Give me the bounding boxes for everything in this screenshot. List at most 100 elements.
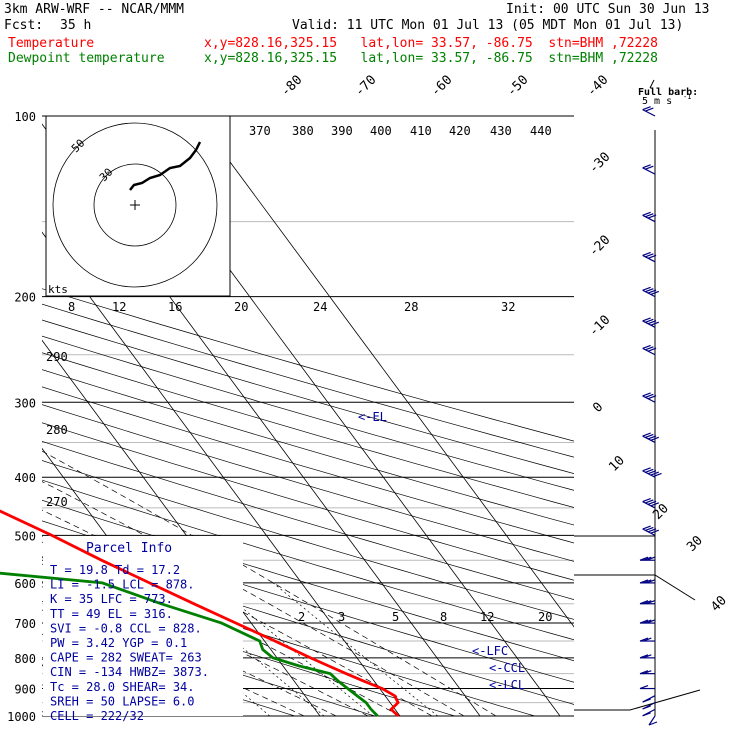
wind-barb-flag	[650, 502, 660, 507]
dry-adiabat-440	[42, 319, 574, 474]
dry-adiabat-430	[42, 335, 574, 491]
temperature-point-650	[193, 603, 195, 605]
dewpoint-legend: Dewpoint temperature	[8, 51, 165, 66]
wind-barb-850	[639, 670, 655, 675]
dry-adiabat-350	[42, 479, 574, 641]
temperature-point-600	[148, 582, 151, 584]
parcel-row-5: PW = 3.42 YGP = 0.1	[50, 636, 187, 650]
dewpoint-point-875	[337, 680, 339, 682]
wind-barb-flag	[650, 471, 660, 476]
wind-barb-flag	[647, 254, 657, 259]
theta-label-420: 420	[449, 124, 471, 138]
dry-adiabat-450	[42, 303, 574, 458]
valid-time: Valid: 11 UTC Mon 01 Jul 13 (05 MDT Mon …	[292, 18, 684, 33]
wind-barb-staff	[642, 320, 656, 328]
wind-barb-flag	[642, 525, 651, 530]
temperature-point-825	[327, 665, 330, 667]
wind-barb-staff	[642, 470, 656, 478]
isotherm-10	[42, 339, 321, 716]
wind-barb-flag	[642, 498, 651, 503]
wind-barb-700	[639, 619, 655, 624]
wind-barb-flag	[642, 705, 651, 710]
wind-barb-flag	[639, 684, 649, 690]
moist-adiabat-32	[42, 450, 497, 716]
wind-barb-staff	[642, 167, 656, 175]
wind-barb-flag	[643, 579, 652, 584]
temperature-point-750	[274, 640, 276, 642]
forecast-label: Fcst:	[4, 18, 44, 33]
temperature-label-40: 40	[708, 593, 730, 615]
dewpoint-point-900	[347, 687, 349, 690]
wind-barb-flag	[639, 637, 649, 642]
wind-barb-flag	[647, 320, 657, 325]
wind-barb-flag	[642, 712, 651, 717]
temperature-point-775	[292, 648, 294, 651]
dewpoint-point-600	[101, 582, 103, 584]
wind-barb-flag	[643, 556, 652, 561]
dewpoint-point-750	[259, 640, 261, 642]
wind-barb-flag	[650, 321, 660, 326]
parcel-row-6: CAPE = 282 SWEAT= 263	[50, 651, 202, 665]
pressure-label-400: 400	[14, 471, 36, 485]
parcel-row-3: TT = 49 EL = 316.	[50, 607, 173, 621]
dewpoint-point-775	[262, 648, 264, 651]
dry-adiabat-460	[42, 288, 574, 442]
temperature-legend: Temperature	[8, 36, 95, 51]
wind-barb-750	[639, 637, 655, 642]
wind-barb-600	[639, 579, 655, 584]
wind-barb-500	[642, 525, 660, 536]
wind-barb-flag	[642, 164, 651, 169]
wind-barb-flag	[650, 290, 660, 296]
parcel-title: Parcel Info	[86, 541, 172, 556]
dewpoint-point-925	[356, 695, 358, 697]
moist-adiabat-label-16: 16	[168, 300, 182, 314]
barb-key-sample	[649, 79, 655, 89]
wind-barb-flag	[639, 670, 649, 675]
wind-barb-225	[642, 317, 660, 328]
temperature-label--40: -40	[584, 73, 611, 100]
dry-adiabat-290	[42, 609, 376, 716]
barb-key-exponent: -1	[683, 93, 691, 101]
wind-barb-staff	[642, 254, 656, 263]
theta-label-430: 430	[490, 124, 512, 138]
temperature-label--70: -70	[352, 73, 379, 100]
temperature-point-875	[363, 680, 365, 682]
isotherm-50	[195, 116, 574, 628]
temperature-point-500	[51, 534, 53, 536]
wind-barb-flag	[643, 654, 652, 659]
temperature-point-550	[100, 559, 103, 561]
el-marker: <-EL	[358, 410, 387, 424]
wind-barb-flag	[645, 288, 654, 293]
dewpoint-point-850	[329, 673, 331, 675]
wind-barb-flag	[645, 499, 654, 504]
mixing-ratio-label-5: 5	[392, 610, 399, 624]
wind-barb-staff	[642, 528, 656, 536]
wind-barb-flag	[642, 106, 651, 111]
wind-barb-staff	[642, 347, 656, 356]
pressure-label-100: 100	[14, 110, 36, 124]
wind-barb-flag	[645, 107, 654, 112]
parcel-row-2: K = 35 LFC = 773.	[50, 592, 173, 606]
mixing-ratio-label-8: 8	[440, 610, 447, 624]
wind-barb-flag	[647, 289, 657, 294]
temperature-point-1000	[397, 715, 399, 717]
wind-barb-staff	[642, 501, 656, 509]
wind-barb-450	[642, 498, 660, 509]
temperature-label--80: -80	[278, 73, 305, 100]
pressure-label-700: 700	[14, 617, 36, 631]
theta-label-410: 410	[410, 124, 432, 138]
dry-adiabat-300	[42, 586, 457, 716]
wind-barb-flag	[646, 579, 655, 584]
wind-barb-flag	[642, 286, 651, 291]
theta-label-290: 290	[46, 350, 68, 364]
wind-barb-flag	[642, 392, 651, 397]
wind-barb-flag	[642, 432, 651, 437]
wind-barb-975	[642, 708, 656, 717]
wind-barb-flag	[639, 556, 649, 561]
dry-adiabat-360	[42, 460, 574, 620]
dry-adiabat-340	[42, 499, 574, 662]
wind-barb-400	[642, 467, 662, 478]
moist-adiabat-label-28: 28	[404, 300, 418, 314]
ccl-marker: <-CCL	[489, 661, 525, 675]
